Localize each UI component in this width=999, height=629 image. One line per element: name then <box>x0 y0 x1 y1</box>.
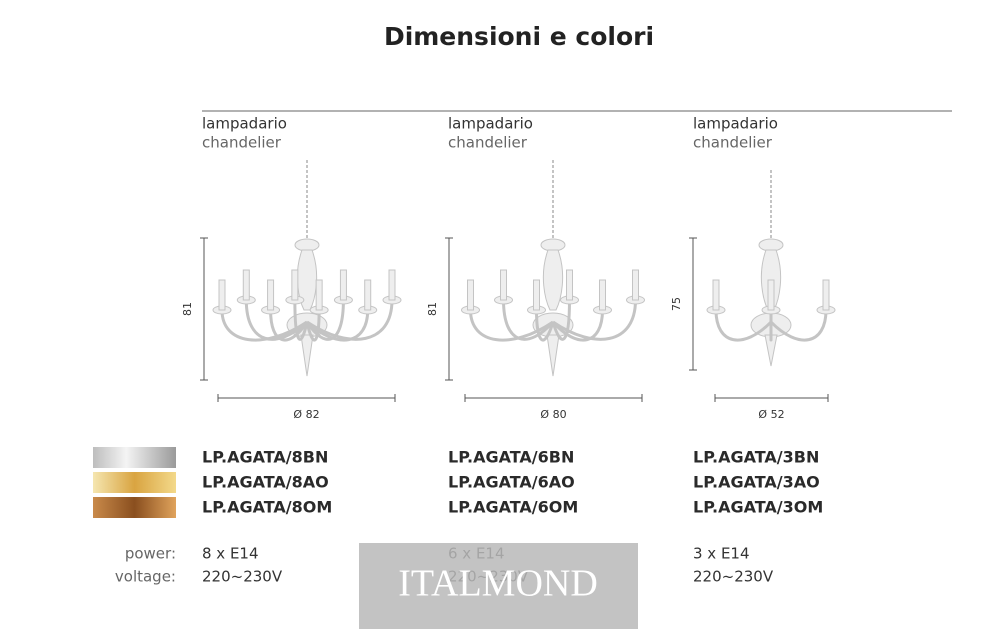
chandelier-drawing <box>461 160 645 377</box>
product-code: LP.AGATA/3OM <box>693 498 823 517</box>
power-value: 8 x E14 <box>202 545 259 563</box>
swatch-gold <box>93 472 176 493</box>
chandelier-drawing <box>212 160 402 377</box>
product-code: LP.AGATA/8AO <box>202 473 329 492</box>
arm <box>552 299 637 341</box>
arm <box>551 299 571 341</box>
stem <box>294 238 320 252</box>
arm <box>306 299 394 341</box>
arm <box>293 299 309 341</box>
watermark: ITALMOND <box>398 563 598 605</box>
candle <box>632 269 639 301</box>
stem <box>758 238 784 252</box>
arm <box>502 299 555 341</box>
candle <box>566 269 573 301</box>
label-en: chandelier <box>202 134 282 152</box>
label-en: chandelier <box>693 134 773 152</box>
power-value: 3 x E14 <box>693 545 750 563</box>
page-title: Dimensioni e colori <box>384 22 654 51</box>
candle <box>339 269 347 301</box>
candle <box>822 279 830 311</box>
arm <box>551 309 604 342</box>
product-code: LP.AGATA/6AO <box>448 473 575 492</box>
product-code: LP.AGATA/8OM <box>202 498 332 517</box>
stem <box>540 238 566 252</box>
candle <box>500 269 507 301</box>
label-it: lampadario <box>202 115 287 133</box>
height-label: 81 <box>426 302 439 316</box>
finial <box>300 334 314 377</box>
diameter-label: Ø 82 <box>293 408 319 421</box>
arm <box>305 309 321 342</box>
stem <box>542 249 564 311</box>
candle <box>388 269 396 301</box>
height-label: 81 <box>181 302 194 316</box>
voltage-value: 220~230V <box>693 568 774 586</box>
product-code: LP.AGATA/3AO <box>693 473 820 492</box>
product-code: LP.AGATA/8BN <box>202 448 328 467</box>
label-it: lampadario <box>693 115 778 133</box>
candle <box>767 279 775 311</box>
label-en: chandelier <box>448 134 528 152</box>
product-code: LP.AGATA/3BN <box>693 448 819 467</box>
finial <box>546 334 560 377</box>
candle <box>291 269 299 301</box>
arm <box>714 309 773 342</box>
candle <box>533 279 540 311</box>
diameter-label: Ø 52 <box>758 408 784 421</box>
arm <box>220 309 308 342</box>
watermark-box <box>359 543 638 629</box>
candle <box>242 269 250 301</box>
diameter-label: Ø 80 <box>540 408 566 421</box>
chandelier-drawing <box>706 170 836 367</box>
arm <box>469 309 554 342</box>
label-it: lampadario <box>448 115 533 133</box>
power-label: power: <box>125 545 176 563</box>
candle <box>315 279 323 311</box>
height-label: 75 <box>670 297 683 311</box>
swatch-copper <box>93 497 176 518</box>
arm <box>535 309 555 342</box>
swatch-silver <box>93 447 176 468</box>
voltage-label: voltage: <box>115 568 176 586</box>
candle <box>467 279 474 311</box>
product-code: LP.AGATA/6BN <box>448 448 574 467</box>
candle <box>712 279 720 311</box>
arm <box>769 309 828 342</box>
candle <box>364 279 372 311</box>
voltage-value: 220~230V <box>202 568 283 586</box>
product-code: LP.AGATA/6OM <box>448 498 578 517</box>
arm <box>269 309 309 342</box>
candle <box>218 279 226 311</box>
candle <box>599 279 606 311</box>
candle <box>267 279 275 311</box>
